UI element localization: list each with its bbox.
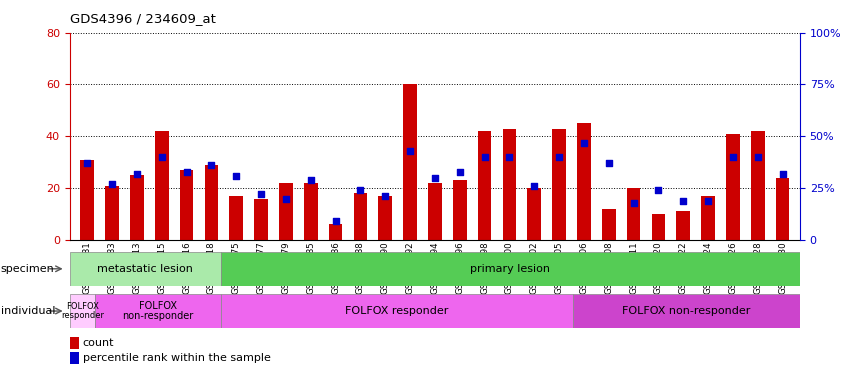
Bar: [477, 131, 491, 240]
Bar: [279, 183, 293, 240]
Point: [130, 170, 144, 177]
Bar: [70, 353, 79, 364]
Point: [328, 218, 342, 224]
Bar: [751, 131, 764, 240]
Bar: [652, 214, 665, 240]
Point: [652, 187, 665, 193]
Bar: [776, 178, 790, 240]
Bar: [574, 294, 800, 328]
Point: [503, 154, 517, 160]
Bar: [221, 294, 574, 328]
Bar: [204, 165, 218, 240]
Point: [155, 154, 168, 160]
Bar: [577, 123, 591, 240]
Point: [453, 169, 466, 175]
Text: count: count: [83, 338, 114, 348]
Bar: [328, 224, 342, 240]
Bar: [221, 252, 800, 286]
Text: FOLFOX
responder: FOLFOX responder: [61, 302, 104, 320]
Bar: [95, 294, 221, 328]
Text: FOLFOX non-responder: FOLFOX non-responder: [622, 306, 751, 316]
Point: [428, 175, 442, 181]
Bar: [403, 84, 417, 240]
Bar: [254, 199, 268, 240]
Point: [204, 162, 218, 169]
Bar: [602, 209, 615, 240]
Point: [701, 197, 715, 204]
Point: [726, 154, 740, 160]
Bar: [677, 212, 690, 240]
Point: [552, 154, 566, 160]
Bar: [304, 183, 317, 240]
Point: [254, 191, 268, 197]
Point: [626, 200, 640, 206]
Bar: [701, 196, 715, 240]
Point: [230, 173, 243, 179]
Point: [304, 177, 317, 183]
Point: [528, 183, 541, 189]
Point: [80, 160, 94, 166]
Bar: [70, 337, 79, 349]
Text: primary lesion: primary lesion: [471, 264, 551, 274]
Bar: [726, 134, 740, 240]
Bar: [230, 196, 243, 240]
Point: [180, 169, 193, 175]
Point: [353, 187, 367, 193]
Bar: [106, 185, 119, 240]
Bar: [80, 160, 94, 240]
Text: FOLFOX responder: FOLFOX responder: [346, 306, 448, 316]
Bar: [155, 131, 168, 240]
Bar: [130, 175, 144, 240]
Point: [403, 148, 417, 154]
Bar: [503, 129, 517, 240]
Bar: [428, 183, 442, 240]
Point: [477, 154, 491, 160]
Bar: [528, 188, 541, 240]
Bar: [379, 196, 392, 240]
Bar: [70, 252, 221, 286]
Point: [602, 160, 615, 166]
Bar: [552, 129, 566, 240]
Point: [279, 195, 293, 202]
Bar: [180, 170, 193, 240]
Text: specimen: specimen: [1, 264, 54, 274]
Text: percentile rank within the sample: percentile rank within the sample: [83, 353, 271, 363]
Text: metastatic lesion: metastatic lesion: [97, 264, 193, 274]
Text: GDS4396 / 234609_at: GDS4396 / 234609_at: [70, 12, 215, 25]
Bar: [353, 194, 367, 240]
Text: individual: individual: [1, 306, 55, 316]
Point: [751, 154, 764, 160]
Point: [379, 194, 392, 200]
Bar: [626, 188, 640, 240]
Bar: [70, 294, 95, 328]
Point: [577, 139, 591, 146]
Point: [677, 197, 690, 204]
Point: [776, 170, 790, 177]
Point: [106, 181, 119, 187]
Text: FOLFOX
non-responder: FOLFOX non-responder: [123, 301, 193, 321]
Bar: [453, 180, 466, 240]
